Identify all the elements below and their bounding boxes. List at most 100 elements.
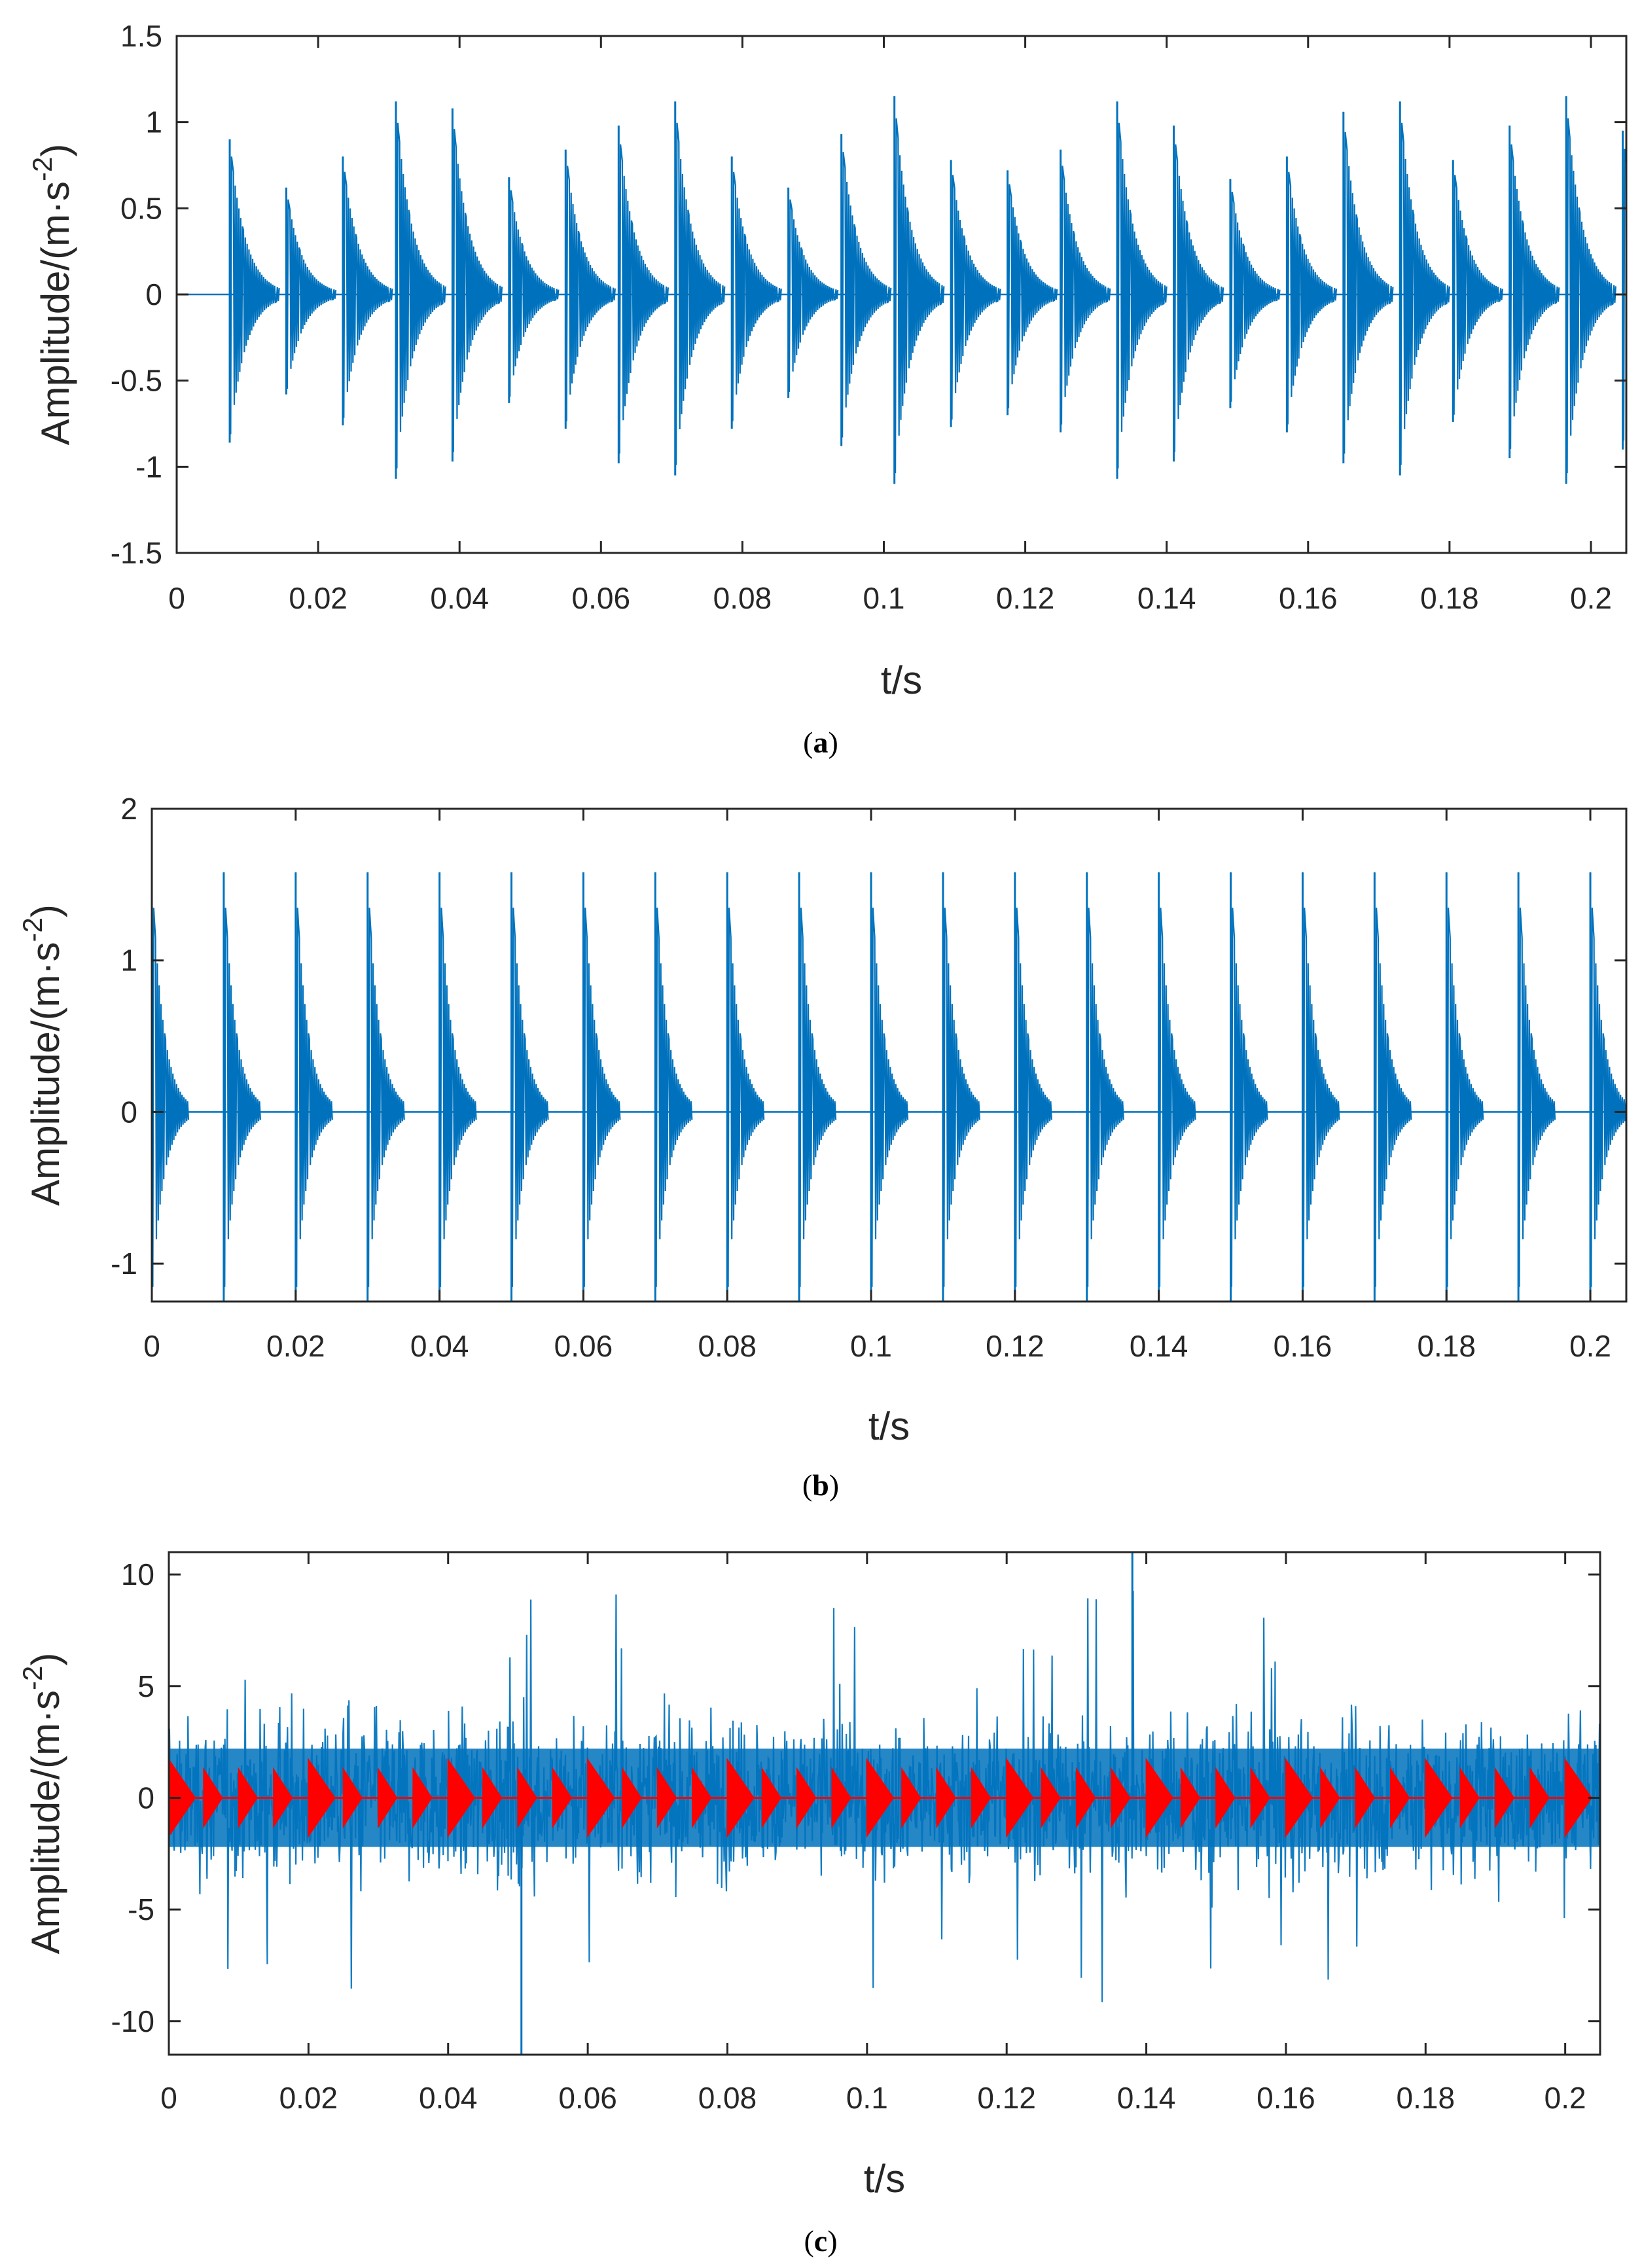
impulse-a (1508, 125, 1560, 449)
impulse-component (169, 1758, 196, 1837)
x-tick-label: 0.14 (1137, 581, 1196, 615)
impulse-component (1459, 1767, 1480, 1829)
y-axis-label-close: ) (24, 904, 67, 917)
impulse-component (936, 1767, 956, 1829)
impulse-component (726, 1758, 755, 1838)
x-tick-label: 0.08 (698, 2081, 757, 2115)
x-tick-label: 0 (168, 581, 185, 615)
impulse-component (482, 1767, 503, 1829)
impulse-component (1250, 1767, 1270, 1829)
x-tick-label: 0 (143, 1329, 160, 1363)
x-tick-label: 0.04 (430, 581, 489, 615)
x-tick-label: 0.02 (279, 2081, 338, 2115)
panel-caption-a: (a) (803, 726, 838, 759)
impulse-component (1390, 1767, 1410, 1829)
caption-open: ( (802, 1468, 812, 1502)
impulse-component (273, 1767, 293, 1829)
impulse-component (1215, 1767, 1236, 1829)
impulse-b (1589, 872, 1626, 1287)
impulse-a (1342, 111, 1394, 454)
impulse-a (508, 177, 560, 397)
impulse-component (1041, 1767, 1061, 1829)
impulse-component (378, 1767, 398, 1829)
y-axis-label: Amplitude/(m·s-2) (27, 144, 77, 446)
impulse-a (840, 134, 892, 438)
impulse-component (203, 1767, 223, 1829)
plot-area-a (177, 96, 1626, 484)
caption-close: ) (827, 2224, 837, 2258)
caption-letter: c (814, 2224, 827, 2258)
impulse-a (285, 187, 337, 389)
y-axis-label: Amplitude/(m·s-2) (17, 1653, 67, 1955)
y-tick-label: 2 (120, 792, 137, 826)
impulse-b (152, 872, 190, 1287)
impulse-a (565, 149, 616, 421)
x-tick-label: 0.14 (1117, 2081, 1176, 2115)
y-tick-label: 0 (120, 1095, 137, 1129)
impulse-b (942, 872, 980, 1287)
x-tick-label: 0.02 (266, 1329, 325, 1363)
y-axis-label-base: Amplitude/(m·s (24, 942, 67, 1205)
chart-c: 0 0.02 0.04 0.06 0.08 0.1 0.12 0.14 0.16 0.18 0.2 -… (17, 1551, 1601, 2258)
x-tick-label: 0.16 (1279, 581, 1338, 615)
x-tick-label: 0.18 (1397, 2081, 1455, 2115)
x-tick-label: 0.06 (572, 581, 631, 615)
impulse-component (761, 1767, 781, 1829)
impulse-component (308, 1758, 336, 1838)
x-tick-label: 0.04 (410, 1329, 469, 1363)
impulse-b (1446, 872, 1484, 1287)
impulse-component (1285, 1758, 1313, 1838)
impulse-b (1302, 872, 1340, 1287)
plot-area-c (169, 1552, 1600, 2055)
caption-letter: a (813, 726, 829, 759)
impulse-b (510, 872, 549, 1287)
plot-area-b (152, 872, 1626, 1302)
impulse-b (1086, 872, 1124, 1287)
impulse-component (447, 1758, 475, 1838)
impulse-b (1014, 872, 1052, 1287)
y-tick-label: -5 (128, 1892, 154, 1926)
x-tick-label: 0.1 (863, 581, 905, 615)
y-tick-label: 0 (137, 1781, 154, 1815)
impulse-component (342, 1767, 363, 1829)
x-tick-label: 0 (160, 2081, 177, 2115)
chart-a: 0 0.02 0.04 0.06 0.08 0.1 0.12 0.14 0.16 0.18 0.2 -… (27, 19, 1628, 759)
impulse-a (1286, 156, 1338, 425)
x-tick-label: 0.04 (419, 2081, 478, 2115)
y-axis-label-base: Amplitude/(m·s (33, 181, 77, 445)
impulse-b (294, 872, 333, 1287)
x-axis-label: t/s (881, 658, 922, 702)
impulse-b (726, 872, 765, 1287)
impulse-a (452, 108, 503, 452)
x-tick-label: 0.2 (1544, 2081, 1586, 2115)
impulse-a (1399, 101, 1450, 465)
x-tick-label: 0.2 (1570, 581, 1612, 615)
impulse-component (692, 1767, 712, 1829)
impulse-component (238, 1767, 258, 1829)
impulse-component (1075, 1767, 1096, 1829)
impulse-b (1374, 872, 1412, 1287)
impulse-b (582, 872, 621, 1287)
y-tick-label: 5 (137, 1669, 154, 1703)
panel-caption-b: (b) (802, 1468, 839, 1502)
impulse-component (656, 1767, 677, 1829)
y-tick-label: 0 (145, 277, 162, 311)
impulse-component (517, 1767, 537, 1829)
impulse-a (731, 156, 782, 421)
impulse-b (366, 872, 405, 1287)
x-tick-label: 0.08 (698, 1329, 757, 1363)
impulse-component (1425, 1758, 1453, 1838)
x-tick-label: 0.14 (1130, 1329, 1188, 1363)
impulse-component (1320, 1767, 1340, 1829)
y-axis-label: Amplitude/(m·s-2) (17, 904, 67, 1206)
x-tick-label: 0.08 (713, 581, 772, 615)
caption-letter: b (812, 1468, 829, 1502)
impulse-b (1158, 872, 1196, 1287)
chart-b: 0 0.02 0.04 0.06 0.08 0.1 0.12 0.14 0.16 0.18 0.2 -… (17, 792, 1628, 1502)
impulse-a (1565, 96, 1616, 474)
impulse-a (787, 187, 839, 393)
y-axis-label-base: Amplitude/(m·s (24, 1690, 67, 1954)
impulse-b (1518, 872, 1556, 1287)
y-tick-label: 1.5 (120, 19, 162, 53)
y-axis-label-close: ) (24, 1653, 67, 1666)
